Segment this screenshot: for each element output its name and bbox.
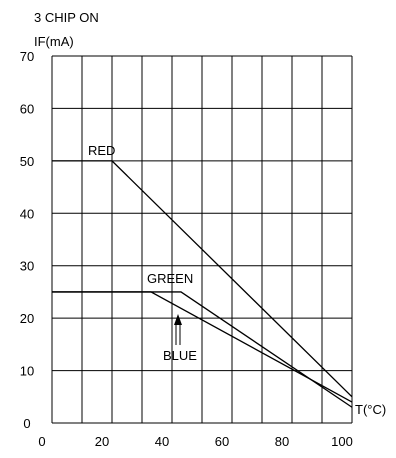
y-tick-label: 70 xyxy=(20,49,34,64)
y-tick-label: 10 xyxy=(20,364,34,379)
y-tick-label: 40 xyxy=(20,206,34,221)
y-axis-label: IF(mA) xyxy=(34,34,74,49)
series-line-blue xyxy=(52,291,353,408)
series-line-red xyxy=(52,160,353,398)
series-label-green: GREEN xyxy=(147,271,193,286)
x-tick-label: 100 xyxy=(331,434,353,449)
x-tick-labels: 0 20 40 60 80 100 xyxy=(38,434,352,449)
grid-lines xyxy=(51,55,353,424)
series-label-blue: BLUE xyxy=(163,348,197,363)
series-lines xyxy=(52,160,353,408)
series-label-red: RED xyxy=(88,143,115,158)
y-tick-label: 50 xyxy=(20,154,34,169)
x-tick-label: 80 xyxy=(275,434,289,449)
chart-title: 3 CHIP ON xyxy=(34,10,99,25)
y-tick-label: 20 xyxy=(20,311,34,326)
x-tick-label: 40 xyxy=(155,434,169,449)
x-tick-label: 0 xyxy=(38,434,45,449)
x-tick-label: 20 xyxy=(95,434,109,449)
y-tick-label: 0 xyxy=(23,416,30,431)
x-tick-label: 60 xyxy=(215,434,229,449)
x-axis-label: T(°C) xyxy=(355,402,386,417)
y-tick-label: 60 xyxy=(20,101,34,116)
y-tick-label: 30 xyxy=(20,259,34,274)
blue-pointer-arrow xyxy=(174,314,182,345)
y-tick-labels: 0 10 20 30 40 50 60 70 xyxy=(20,49,34,431)
